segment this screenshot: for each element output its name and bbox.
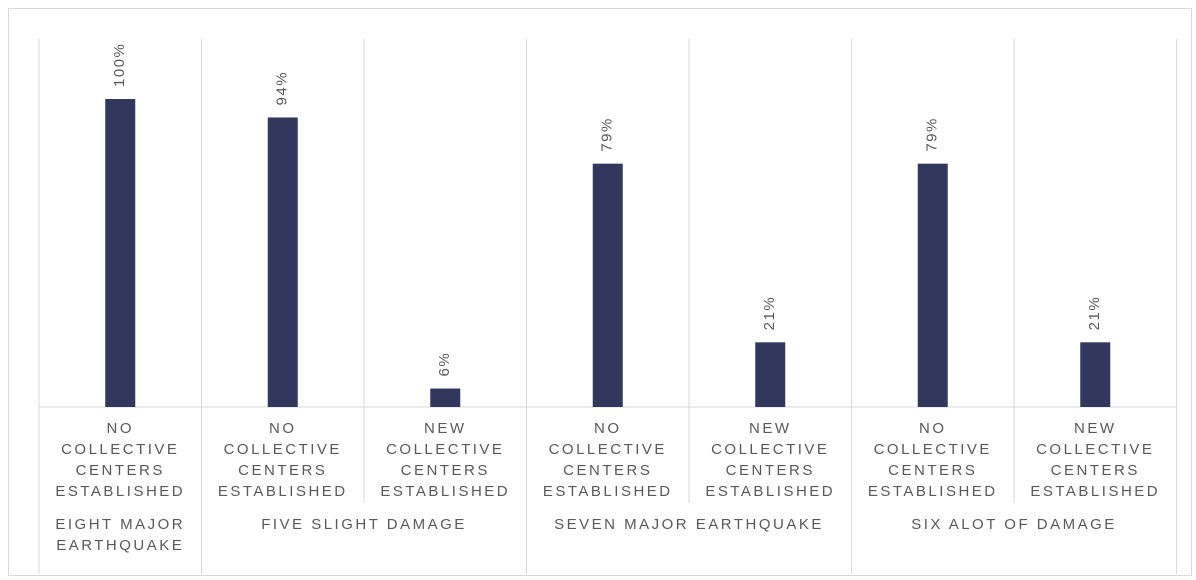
bar-chart: 100% NO COLLECTIVE CENTERS ESTABLISHED 94% NO C… [38,39,1177,574]
bar [105,99,136,407]
x-tick-label: COLLECTIVE [1036,441,1154,458]
x-group-label: EIGHT MAJOR [55,516,185,533]
bar [917,163,948,407]
x-tick-label: NEW [749,420,792,437]
x-group-label: SIX ALOT OF DAMAGE [911,516,1117,533]
bar [1080,342,1111,407]
bar [755,342,786,407]
x-tick-label: ESTABLISHED [1030,483,1160,500]
bar [592,163,623,407]
x-tick-label: CENTERS [726,462,815,479]
x-tick-label: ESTABLISHED [218,483,348,500]
x-tick-label: COLLECTIVE [224,441,342,458]
data-label: 94% [274,71,291,106]
data-label: 21% [1086,296,1103,331]
data-label: 79% [599,117,616,152]
x-tick-label: NO [594,420,622,437]
x-tick-label: COLLECTIVE [549,441,667,458]
x-tick-label: CENTERS [888,462,977,479]
x-tick-label: ESTABLISHED [868,483,998,500]
bar [430,388,461,407]
x-tick-label: COLLECTIVE [386,441,504,458]
x-group-label: EARTHQUAKE [56,537,184,554]
data-label: 100% [111,43,128,87]
x-tick-label: CENTERS [238,462,327,479]
x-tick-label: CENTERS [563,462,652,479]
x-tick-label: NEW [424,420,467,437]
x-tick-label: CENTERS [401,462,490,479]
x-tick-label: ESTABLISHED [543,483,673,500]
x-tick-label: NO [107,420,135,437]
x-tick-label: NO [269,420,297,437]
x-tick-label: ESTABLISHED [705,483,835,500]
x-tick-label: NO [919,420,947,437]
x-tick-label: COLLECTIVE [61,441,179,458]
data-label: 79% [924,117,941,152]
x-tick-label: CENTERS [76,462,165,479]
chart-frame: 100% NO COLLECTIVE CENTERS ESTABLISHED 94% NO C… [8,8,1192,576]
x-tick-label: ESTABLISHED [55,483,185,500]
x-tick-label: COLLECTIVE [874,441,992,458]
data-label: 21% [761,296,778,331]
x-tick-label: COLLECTIVE [711,441,829,458]
x-tick-label: NEW [1074,420,1117,437]
data-label: 6% [436,352,453,377]
x-group-label: FIVE SLIGHT DAMAGE [261,516,467,533]
x-group-label: SEVEN MAJOR EARTHQUAKE [554,516,824,533]
x-tick-label: ESTABLISHED [380,483,510,500]
x-tick-label: CENTERS [1051,462,1140,479]
bar [267,117,298,407]
